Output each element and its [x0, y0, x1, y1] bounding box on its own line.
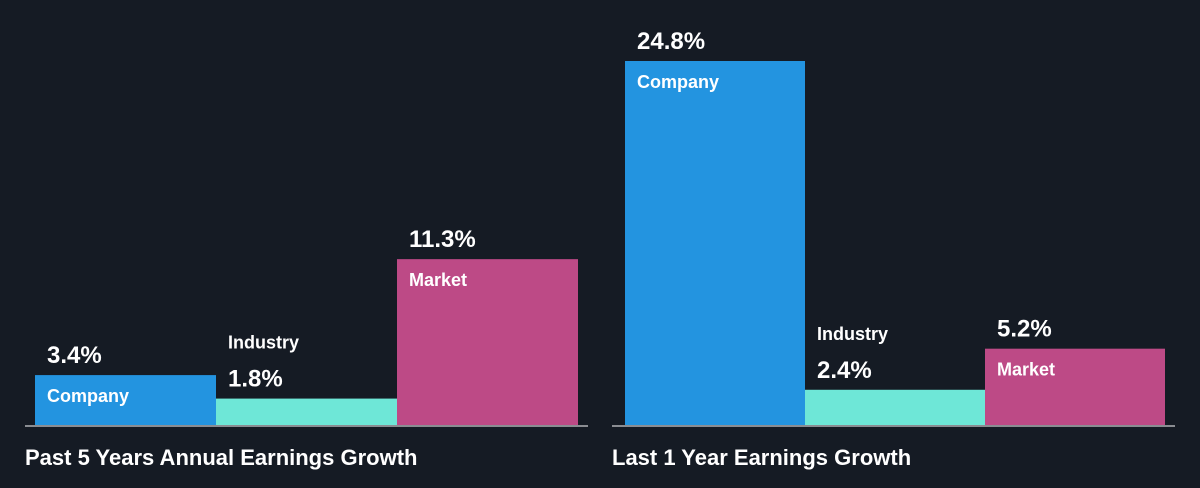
company-bar-label: Company [47, 386, 129, 406]
company-bar [35, 375, 216, 425]
market-bar-label: Market [997, 360, 1055, 380]
market-bar-label: Market [409, 270, 467, 290]
company-bar-label: Company [637, 72, 719, 92]
company-value-label: 24.8% [637, 28, 705, 55]
chart-title: Past 5 Years Annual Earnings Growth [25, 445, 417, 470]
company-value-label: 3.4% [47, 342, 102, 369]
industry-bar-label: Industry [817, 324, 888, 344]
industry-bar [805, 389, 985, 425]
market-value-label: 11.3% [409, 226, 476, 253]
market-value-label: 5.2% [997, 316, 1052, 343]
industry-bar [216, 398, 397, 425]
company-bar [625, 61, 805, 425]
industry-value-label: 1.8% [228, 366, 283, 393]
industry-value-label: 2.4% [817, 357, 872, 384]
chart-title: Last 1 Year Earnings Growth [612, 445, 911, 470]
last-1-year-chart: Last 1 Year Earnings Growth Company 24.8%… [612, 28, 1175, 470]
market-bar [397, 259, 578, 425]
market-bar [985, 348, 1165, 425]
industry-bar-label: Industry [228, 333, 299, 353]
past-5-years-chart: Past 5 Years Annual Earnings Growth Comp… [25, 226, 588, 470]
